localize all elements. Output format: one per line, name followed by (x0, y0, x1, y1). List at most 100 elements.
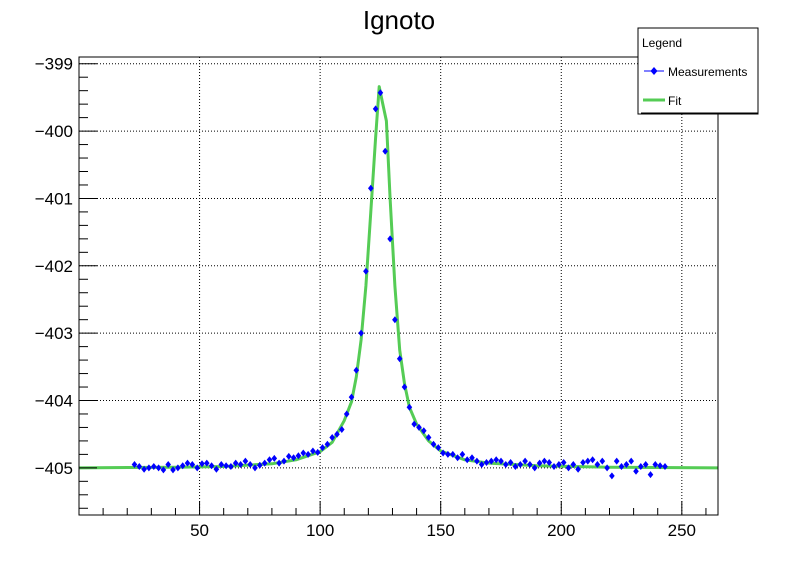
measurement-point (531, 464, 538, 472)
measurement-point (527, 461, 533, 468)
measurement-point (406, 403, 413, 411)
measurement-point (503, 461, 509, 468)
measurement-point (647, 471, 654, 479)
measurement-point (618, 463, 625, 470)
measurement-point (368, 184, 374, 192)
measurement-point (194, 464, 200, 472)
measurement-point (223, 462, 229, 470)
measurement-point (401, 383, 408, 391)
axes: 50 100 150 200 250 −405 −404 −403 −402 −401 −400 −3… (35, 55, 707, 540)
measurement-point (440, 449, 446, 457)
measurement-point (430, 440, 437, 448)
measurement-point (329, 434, 335, 441)
measurement-point (662, 463, 668, 470)
measurement-point (604, 464, 610, 472)
measurement-point (353, 366, 360, 374)
legend-measurements-label: Measurements (668, 65, 747, 79)
measurement-point (454, 454, 461, 462)
measurement-point (464, 456, 470, 464)
measurement-point (314, 448, 321, 456)
measurement-point (257, 461, 263, 469)
measurement-point (657, 462, 663, 470)
measurement-point (652, 461, 659, 468)
measurement-point (324, 440, 331, 448)
x-tick-label: 150 (427, 521, 455, 540)
measurement-point (348, 393, 355, 401)
measurement-point (445, 450, 451, 458)
measurement-point (498, 457, 504, 465)
measurement-point (459, 450, 466, 458)
measurement-point (589, 456, 596, 464)
measurement-point (623, 461, 630, 468)
measurement-point (300, 449, 307, 457)
measurement-point (237, 461, 244, 468)
measurement-point (151, 463, 157, 470)
measurement-point (266, 456, 273, 464)
measurement-point (594, 461, 601, 468)
measurement-point (305, 450, 311, 458)
measurement-point (189, 461, 196, 468)
measurement-point (633, 467, 639, 475)
plot-frame (78, 56, 719, 516)
y-tick-label: −404 (35, 392, 73, 411)
measurement-point (184, 459, 191, 467)
measurement-point (522, 457, 528, 465)
legend-title: Legend (642, 36, 682, 50)
y-tick-label: −399 (35, 55, 73, 74)
measurement-point (585, 457, 591, 465)
measurement-point (382, 147, 388, 155)
measurement-point (478, 461, 485, 468)
measurement-point (546, 459, 552, 466)
measurement-point (179, 462, 186, 470)
measurement-point (387, 235, 393, 243)
chart-title: Ignoto (363, 5, 435, 35)
legend-fit-label: Fit (668, 94, 682, 108)
measurement-point (334, 430, 340, 438)
measurement-series (131, 89, 668, 480)
measurement-point (208, 462, 215, 470)
measurement-point (261, 459, 268, 467)
measurement-point (252, 464, 258, 472)
measurement-point (421, 427, 427, 435)
measurement-point (435, 444, 442, 452)
measurement-point (536, 459, 543, 467)
measurement-point (613, 457, 620, 465)
measurement-point (580, 459, 586, 466)
x-tick-label: 50 (190, 521, 209, 540)
measurement-point (556, 461, 562, 468)
measurement-point (204, 459, 210, 467)
measurement-point (392, 316, 398, 324)
measurement-point (517, 461, 524, 468)
measurement-point (512, 463, 519, 470)
measurement-point (213, 465, 220, 473)
measurement-point (483, 459, 490, 466)
measurement-point (450, 450, 456, 458)
measurement-point (228, 463, 234, 470)
measurement-point (565, 464, 572, 472)
x-tick-label: 250 (668, 521, 696, 540)
measurement-point (570, 461, 577, 468)
measurement-point (560, 459, 567, 466)
measurement-point (343, 410, 350, 418)
measurement-point (232, 459, 239, 467)
measurement-point (286, 452, 292, 460)
measurement-point (247, 461, 253, 468)
y-tick-label: −402 (35, 257, 73, 276)
measurement-point (170, 466, 176, 474)
y-tick-label: −405 (35, 459, 73, 478)
measurement-point (638, 463, 644, 470)
measurement-point (541, 457, 548, 465)
measurement-point (175, 464, 181, 472)
legend: Legend Measurements Fit (637, 27, 759, 115)
measurement-point (507, 459, 514, 466)
measurement-point (310, 447, 316, 455)
measurement-point (416, 423, 422, 431)
y-tick-label: −400 (35, 122, 73, 141)
measurement-point (474, 457, 480, 465)
measurement-point (372, 105, 379, 113)
measurement-point (141, 465, 147, 473)
y-tick-label: −401 (35, 189, 73, 208)
x-tick-label: 200 (547, 521, 575, 540)
measurement-point (599, 457, 606, 465)
measurement-point (276, 459, 282, 467)
